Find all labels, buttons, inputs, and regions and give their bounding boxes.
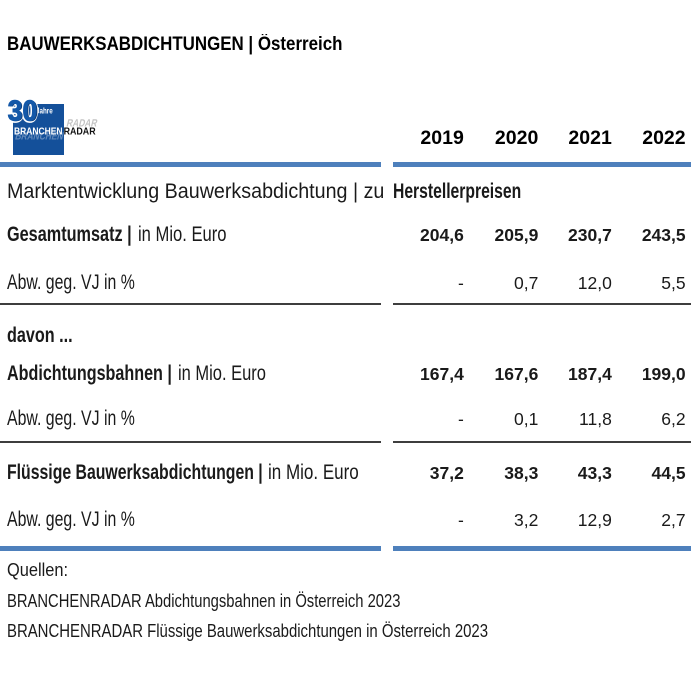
svg-text:RADAR: RADAR xyxy=(65,118,99,130)
svg-text:Jahre: Jahre xyxy=(36,105,53,115)
svg-text:BRANCHEN: BRANCHEN xyxy=(14,130,65,142)
svg-text:BRANCHEN: BRANCHEN xyxy=(14,125,63,137)
svg-text:30: 30 xyxy=(8,95,38,127)
svg-text:30: 30 xyxy=(9,96,39,128)
svg-text:30: 30 xyxy=(8,95,38,127)
svg-text:RADAR: RADAR xyxy=(64,125,96,137)
